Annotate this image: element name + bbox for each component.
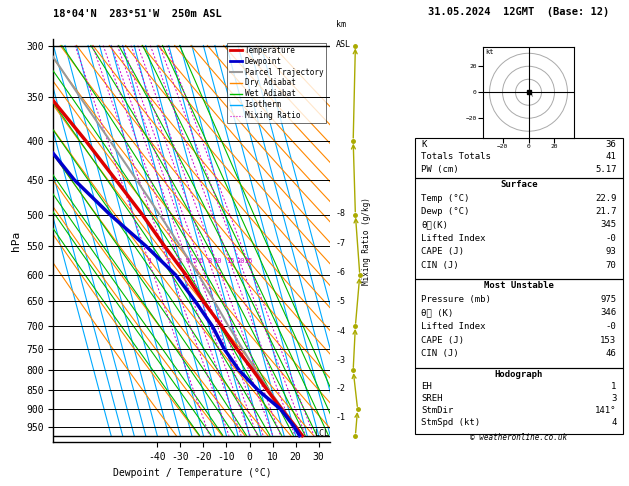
Text: LCL: LCL [314,430,330,438]
Text: -0: -0 [606,234,616,243]
Text: kt: kt [486,50,494,55]
Y-axis label: hPa: hPa [11,230,21,251]
Text: km: km [336,20,345,29]
Text: 41: 41 [606,152,616,161]
Text: 46: 46 [606,349,616,358]
Text: -5: -5 [336,297,345,307]
Text: 21.7: 21.7 [595,207,616,216]
Text: StmSpd (kt): StmSpd (kt) [421,418,481,427]
Text: CAPE (J): CAPE (J) [421,247,464,256]
Bar [415,367,623,434]
Text: CIN (J): CIN (J) [421,260,459,270]
Text: 25: 25 [244,258,253,264]
Text: Lifted Index: Lifted Index [421,322,486,331]
Text: 4: 4 [186,258,191,264]
Text: Pressure (mb): Pressure (mb) [421,295,491,304]
Text: Temp (°C): Temp (°C) [421,193,470,203]
Text: 5: 5 [193,258,197,264]
Text: Dewp (°C): Dewp (°C) [421,207,470,216]
Text: 975: 975 [600,295,616,304]
Text: -3: -3 [336,356,345,364]
Text: Lifted Index: Lifted Index [421,234,486,243]
Text: -8: -8 [336,209,345,218]
Text: 6: 6 [199,258,203,264]
Text: Totals Totals: Totals Totals [421,152,491,161]
Text: PW (cm): PW (cm) [421,165,459,174]
Text: © weatheronline.co.uk: © weatheronline.co.uk [470,433,567,442]
Text: 346: 346 [600,308,616,317]
Text: 4: 4 [611,418,616,427]
Bar [415,279,623,367]
Text: 2: 2 [166,258,170,264]
Text: StmDir: StmDir [421,406,454,415]
Text: -6: -6 [336,268,345,277]
Text: 36: 36 [606,140,616,149]
Text: -0: -0 [606,322,616,331]
Legend: Temperature, Dewpoint, Parcel Trajectory, Dry Adiabat, Wet Adiabat, Isotherm, Mi: Temperature, Dewpoint, Parcel Trajectory… [227,43,326,123]
Text: -2: -2 [336,384,345,393]
Text: -4: -4 [336,327,345,336]
Text: 18°04'N  283°51'W  250m ASL: 18°04'N 283°51'W 250m ASL [53,9,222,19]
Text: 70: 70 [606,260,616,270]
Text: CAPE (J): CAPE (J) [421,335,464,345]
Text: 345: 345 [600,221,616,229]
Text: 3: 3 [178,258,182,264]
Text: θᴄ(K): θᴄ(K) [421,221,448,229]
Bar [415,178,623,279]
Text: ASL: ASL [336,40,350,49]
Text: 1: 1 [611,382,616,391]
Text: 153: 153 [600,335,616,345]
Text: K: K [421,140,426,149]
Text: 1: 1 [148,258,152,264]
X-axis label: Dewpoint / Temperature (°C): Dewpoint / Temperature (°C) [113,468,271,478]
Bar [415,138,623,178]
Text: 93: 93 [606,247,616,256]
Text: 31.05.2024  12GMT  (Base: 12): 31.05.2024 12GMT (Base: 12) [428,7,610,17]
Text: -1: -1 [336,414,345,422]
Text: 20: 20 [237,258,245,264]
Text: -7: -7 [336,239,345,247]
Text: Surface: Surface [500,180,538,189]
Text: 15: 15 [226,258,235,264]
Text: CIN (J): CIN (J) [421,349,459,358]
Text: EH: EH [421,382,432,391]
Text: 22.9: 22.9 [595,193,616,203]
Text: θᴄ (K): θᴄ (K) [421,308,454,317]
Text: Mixing Ratio (g/kg): Mixing Ratio (g/kg) [362,197,371,284]
Text: 3: 3 [611,394,616,403]
Text: 141°: 141° [595,406,616,415]
Text: Most Unstable: Most Unstable [484,281,554,290]
Text: SREH: SREH [421,394,443,403]
Text: 10: 10 [213,258,221,264]
Text: 5.17: 5.17 [595,165,616,174]
Text: Hodograph: Hodograph [495,370,543,379]
Text: 8: 8 [208,258,212,264]
